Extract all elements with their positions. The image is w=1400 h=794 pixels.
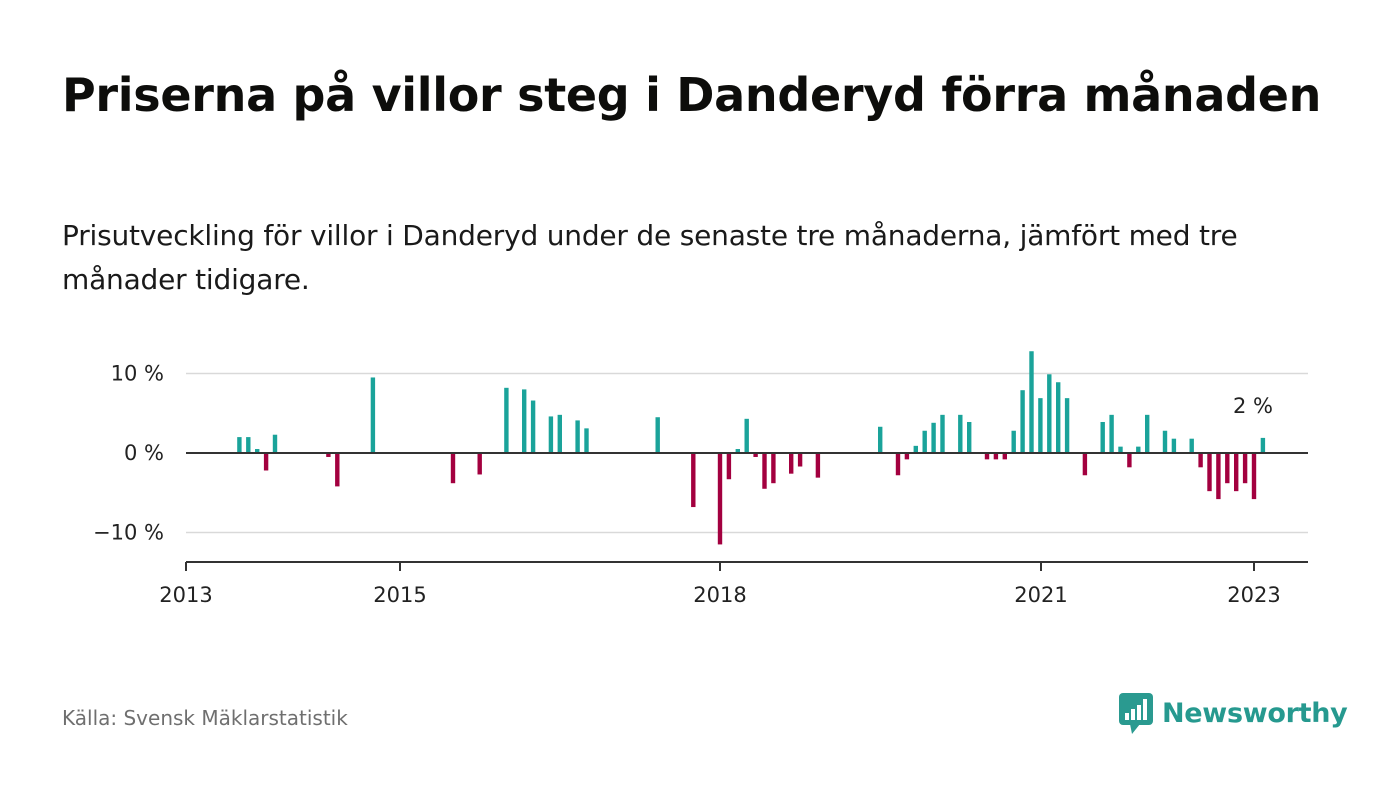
bar bbox=[958, 414, 963, 453]
bar bbox=[655, 417, 660, 453]
bar bbox=[1171, 438, 1177, 453]
bar bbox=[717, 453, 723, 545]
bar bbox=[895, 453, 901, 476]
bar bbox=[557, 414, 562, 453]
bar bbox=[246, 437, 251, 453]
bar bbox=[797, 453, 803, 467]
bar bbox=[815, 453, 821, 478]
bar bbox=[789, 453, 794, 474]
bar bbox=[744, 418, 749, 453]
bar bbox=[878, 426, 883, 453]
bar bbox=[1216, 453, 1221, 500]
bar bbox=[1234, 453, 1239, 492]
bar bbox=[548, 416, 554, 453]
bar bbox=[1047, 374, 1052, 453]
bar bbox=[993, 453, 999, 460]
bar bbox=[762, 453, 767, 489]
bar bbox=[1189, 438, 1194, 453]
bar bbox=[735, 449, 740, 453]
bar bbox=[1100, 421, 1105, 453]
bar bbox=[575, 420, 580, 453]
x-tick-label: 2013 bbox=[159, 583, 212, 607]
bar bbox=[984, 453, 990, 460]
bar bbox=[1198, 453, 1203, 468]
bar bbox=[1082, 453, 1088, 476]
last-value-annotation: 2 % bbox=[1233, 394, 1273, 418]
bar bbox=[967, 421, 972, 453]
bar bbox=[922, 430, 927, 453]
bar bbox=[913, 445, 918, 453]
bar bbox=[1136, 446, 1141, 453]
grid-layer bbox=[186, 372, 1308, 534]
bar bbox=[1064, 398, 1070, 453]
bar bbox=[1038, 398, 1043, 453]
bar bbox=[263, 453, 269, 471]
bar bbox=[1011, 430, 1016, 453]
bar bbox=[1225, 453, 1230, 484]
bar bbox=[1109, 414, 1114, 453]
bar bbox=[1118, 446, 1123, 453]
x-tick-label: 2018 bbox=[693, 583, 746, 607]
bar bbox=[1162, 430, 1168, 453]
bar bbox=[1145, 414, 1150, 453]
bar bbox=[530, 400, 536, 453]
bar bbox=[1242, 453, 1248, 484]
bar bbox=[904, 453, 910, 460]
bar bbox=[771, 453, 776, 484]
bar bbox=[1056, 382, 1061, 453]
chart-subtitle: Prisutveckling för villor i Danderyd und… bbox=[62, 219, 1238, 296]
x-tick-label: 2021 bbox=[1014, 583, 1067, 607]
axis-layer bbox=[185, 452, 1308, 571]
bar bbox=[1002, 453, 1007, 460]
bar bbox=[584, 428, 589, 453]
y-tick-label: 10 % bbox=[111, 362, 164, 386]
bar bbox=[1020, 390, 1025, 453]
source-note: Källa: Svensk Mäklarstatistik bbox=[62, 706, 348, 730]
bar bbox=[1029, 351, 1034, 453]
bar bbox=[1251, 453, 1257, 500]
bar bbox=[326, 453, 331, 457]
bar bbox=[691, 453, 696, 508]
bar bbox=[940, 414, 945, 453]
bar bbox=[522, 389, 527, 453]
bar-layer bbox=[237, 351, 1266, 545]
newsworthy-logo-icon bbox=[1119, 693, 1153, 734]
bar bbox=[370, 377, 376, 453]
newsworthy-brand[interactable]: Newsworthy bbox=[1118, 690, 1348, 736]
bar bbox=[237, 437, 242, 453]
y-tick-label: 0 % bbox=[124, 441, 164, 465]
bar bbox=[753, 453, 758, 457]
bar bbox=[1260, 437, 1266, 453]
bar bbox=[255, 449, 260, 453]
bar bbox=[504, 387, 509, 453]
bar bbox=[1127, 453, 1132, 468]
x-tick-label: 2015 bbox=[373, 583, 426, 607]
bar bbox=[272, 434, 278, 453]
bar bbox=[1207, 453, 1212, 492]
bar bbox=[335, 453, 340, 487]
x-tick-label: 2023 bbox=[1227, 583, 1280, 607]
bar-chart: 10 % 0 % −10 % 2013 2015 2018 2021 2023 2 % bbox=[93, 351, 1308, 608]
bar bbox=[726, 453, 732, 480]
brand-name: Newsworthy bbox=[1162, 697, 1348, 729]
bar bbox=[931, 422, 936, 453]
chart-title: Priserna på villor steg i Danderyd förra… bbox=[62, 68, 1322, 122]
bar bbox=[450, 453, 456, 484]
y-tick-label: −10 % bbox=[93, 521, 164, 545]
label-layer: 10 % 0 % −10 % 2013 2015 2018 2021 2023 2 % bbox=[93, 362, 1281, 608]
bar bbox=[477, 453, 482, 475]
